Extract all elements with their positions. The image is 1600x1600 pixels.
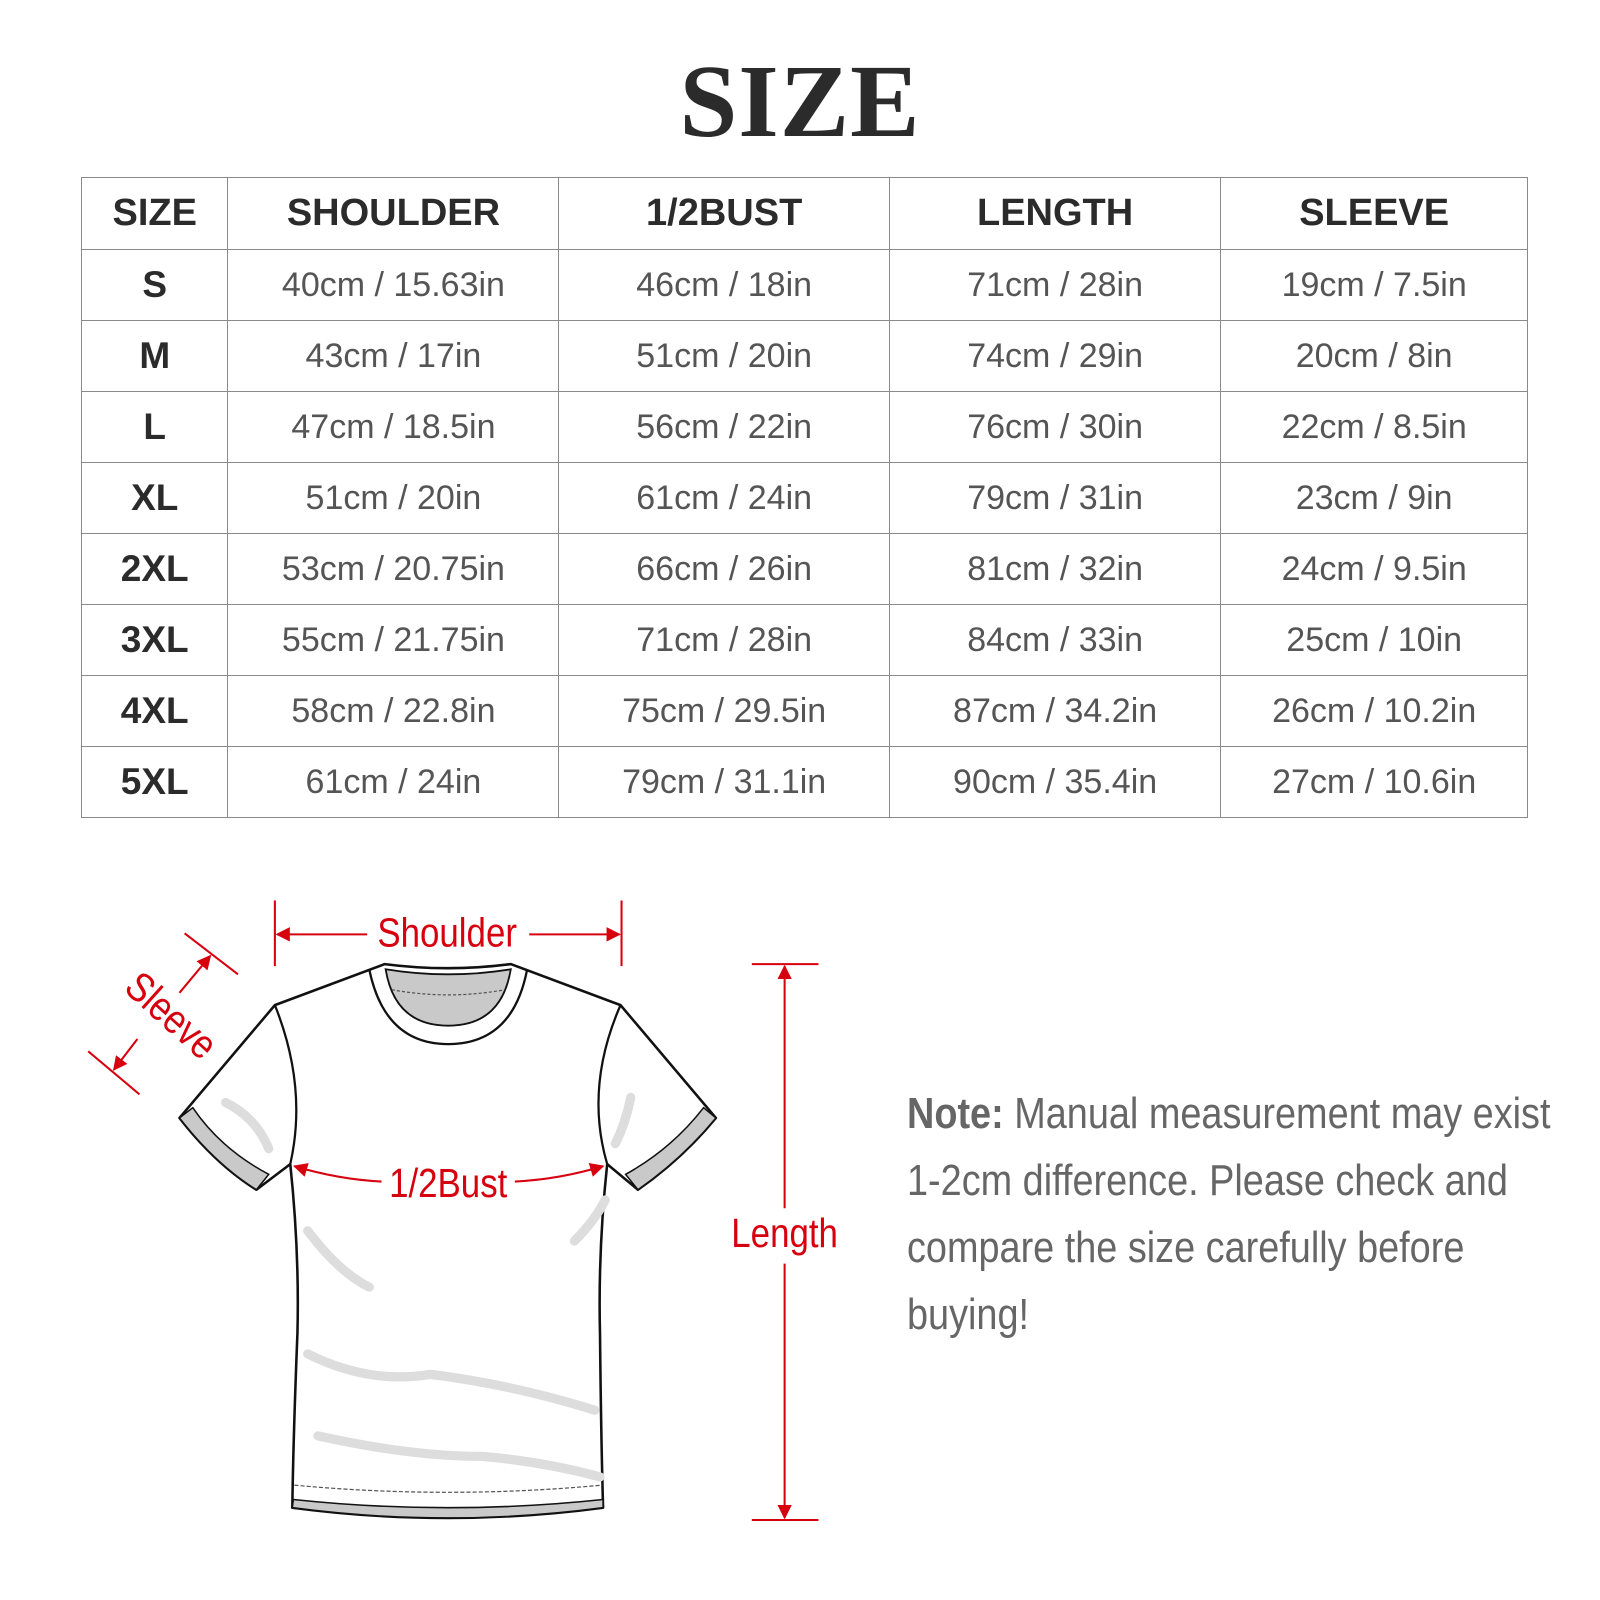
measurement-cell: 58cm / 22.8in	[227, 675, 560, 747]
page-title: SIZE	[679, 44, 921, 159]
measurement-cell: 43cm / 17in	[227, 320, 560, 392]
measurement-cell: 46cm / 18in	[558, 249, 890, 321]
size-cell: 4XL	[80, 675, 229, 747]
measurement-cell: 61cm / 24in	[227, 746, 560, 818]
column-header: 1/2BUST	[558, 177, 890, 250]
measurement-cell: 79cm / 31.1in	[558, 746, 890, 818]
measurement-cell: 76cm / 30in	[888, 391, 1222, 463]
measurement-cell: 40cm / 15.63in	[227, 249, 560, 321]
table-row: 4XL 58cm / 22.8in 75cm / 29.5in 87cm / 34.2…	[80, 675, 1528, 747]
column-header: LENGTH	[888, 177, 1222, 250]
sleeve-label: Sleeve	[116, 964, 226, 1069]
note-label: Note:	[907, 1089, 1004, 1138]
table-row: S 40cm / 15.63in 46cm / 18in 71cm / 28in 19c…	[80, 249, 1528, 321]
note-body: Manual measurement may exist 1-2cm diffe…	[907, 1089, 1551, 1339]
size-cell: 5XL	[80, 746, 229, 818]
measurement-arrows	[87, 900, 819, 1522]
measurement-cell: 51cm / 20in	[558, 320, 890, 392]
measurement-cell: 23cm / 9in	[1220, 462, 1528, 534]
column-header: SIZE	[80, 177, 229, 250]
table-row: 2XL 53cm / 20.75in 66cm / 26in 81cm / 32in 2…	[80, 533, 1528, 605]
measurement-cell: 71cm / 28in	[888, 249, 1222, 321]
length-label: Length	[731, 1212, 838, 1257]
table-row: 5XL 61cm / 24in 79cm / 31.1in 90cm / 35.4in…	[80, 746, 1528, 818]
measurement-cell: 87cm / 34.2in	[888, 675, 1222, 747]
measurement-cell: 79cm / 31in	[888, 462, 1222, 534]
size-cell: S	[80, 249, 229, 321]
measurement-cell: 55cm / 21.75in	[227, 604, 560, 676]
measurement-cell: 20cm / 8in	[1220, 320, 1528, 392]
note-text: Note: Manual measurement may exist 1-2cm…	[907, 1080, 1552, 1348]
size-table: SIZE SHOULDER 1/2BUST LENGTH SLEEVE S 40cm / …	[80, 177, 1528, 818]
table-row: XL 51cm / 20in 61cm / 24in 79cm / 31in 23cm …	[80, 462, 1528, 534]
size-cell: L	[80, 391, 229, 463]
measurement-cell: 84cm / 33in	[888, 604, 1222, 676]
measurement-cell: 56cm / 22in	[558, 391, 890, 463]
size-cell: M	[80, 320, 229, 392]
size-cell: 3XL	[80, 604, 229, 676]
measurement-cell: 26cm / 10.2in	[1220, 675, 1528, 747]
measurement-cell: 90cm / 35.4in	[888, 746, 1222, 818]
column-header: SLEEVE	[1220, 177, 1528, 250]
table-header-row: SIZE SHOULDER 1/2BUST LENGTH SLEEVE	[80, 177, 1528, 250]
measurement-cell: 66cm / 26in	[558, 533, 890, 605]
shoulder-label: Shoulder	[377, 911, 517, 956]
measurement-cell: 75cm / 29.5in	[558, 675, 890, 747]
size-cell: XL	[80, 462, 229, 534]
measurement-cell: 51cm / 20in	[227, 462, 560, 534]
measurement-cell: 24cm / 9.5in	[1220, 533, 1528, 605]
measurement-cell: 81cm / 32in	[888, 533, 1222, 605]
table-row: L 47cm / 18.5in 56cm / 22in 76cm / 30in 22cm…	[80, 391, 1528, 463]
measurement-cell: 71cm / 28in	[558, 604, 890, 676]
measurement-cell: 22cm / 8.5in	[1220, 391, 1528, 463]
bust-label: 1/2Bust	[389, 1161, 508, 1206]
tshirt-illustration	[178, 962, 718, 1520]
table-row: 3XL 55cm / 21.75in 71cm / 28in 84cm / 33in 2…	[80, 604, 1528, 676]
measurement-cell: 27cm / 10.6in	[1220, 746, 1528, 818]
measurement-cell: 61cm / 24in	[558, 462, 890, 534]
table-row: M 43cm / 17in 51cm / 20in 74cm / 29in 20cm /…	[80, 320, 1528, 392]
measurement-cell: 19cm / 7.5in	[1220, 249, 1528, 321]
measurement-cell: 74cm / 29in	[888, 320, 1222, 392]
measurement-cell: 53cm / 20.75in	[227, 533, 560, 605]
measurement-cell: 25cm / 10in	[1220, 604, 1528, 676]
